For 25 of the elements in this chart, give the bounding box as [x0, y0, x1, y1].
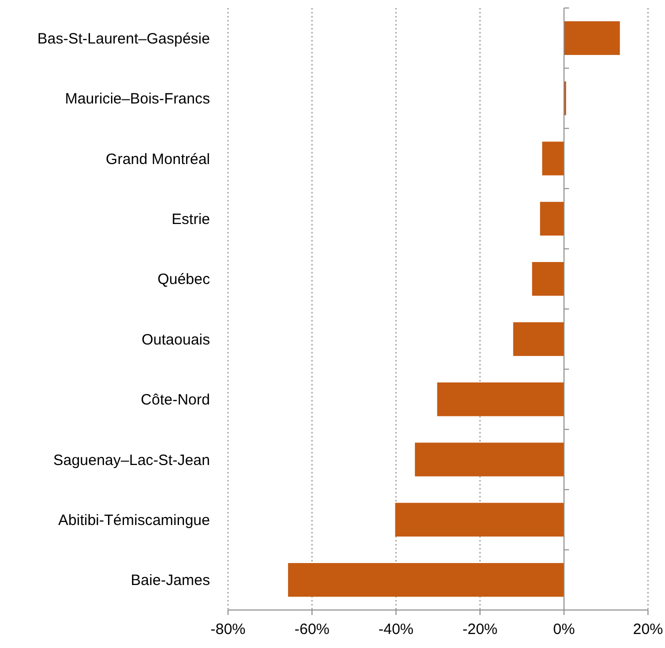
y-tick-label: Outaouais [142, 331, 210, 348]
x-tick-label: 0% [553, 621, 575, 638]
bar [532, 262, 564, 296]
y-tick-label: Grand Montréal [106, 150, 210, 168]
y-tick-label: Saguenay–Lac-St-Jean [53, 452, 210, 469]
x-tick-label: -80% [210, 621, 246, 638]
x-tick-label: 20% [632, 621, 664, 638]
y-tick-label: Bas-St-Laurent–Gaspésie [37, 30, 210, 48]
y-tick-label: Baie-James [130, 572, 210, 590]
x-tick-label: -40% [378, 621, 414, 638]
bar [542, 142, 564, 176]
x-tick-label: -20% [462, 621, 498, 638]
bar [288, 563, 564, 597]
bar [540, 202, 564, 236]
bar [564, 21, 620, 55]
y-tick-label: Abitibi-Témiscamingue [58, 512, 210, 529]
bar [513, 322, 564, 356]
bar [414, 442, 564, 476]
x-tick-label: -60% [294, 621, 330, 638]
y-tick-label: Côte-Nord [140, 392, 210, 409]
y-tick-label: Mauricie–Bois-Francs [64, 90, 210, 108]
y-tick-label: Estrie [172, 210, 210, 228]
bar [395, 502, 564, 537]
bar [437, 382, 564, 416]
y-tick-label: Québec [157, 271, 210, 288]
